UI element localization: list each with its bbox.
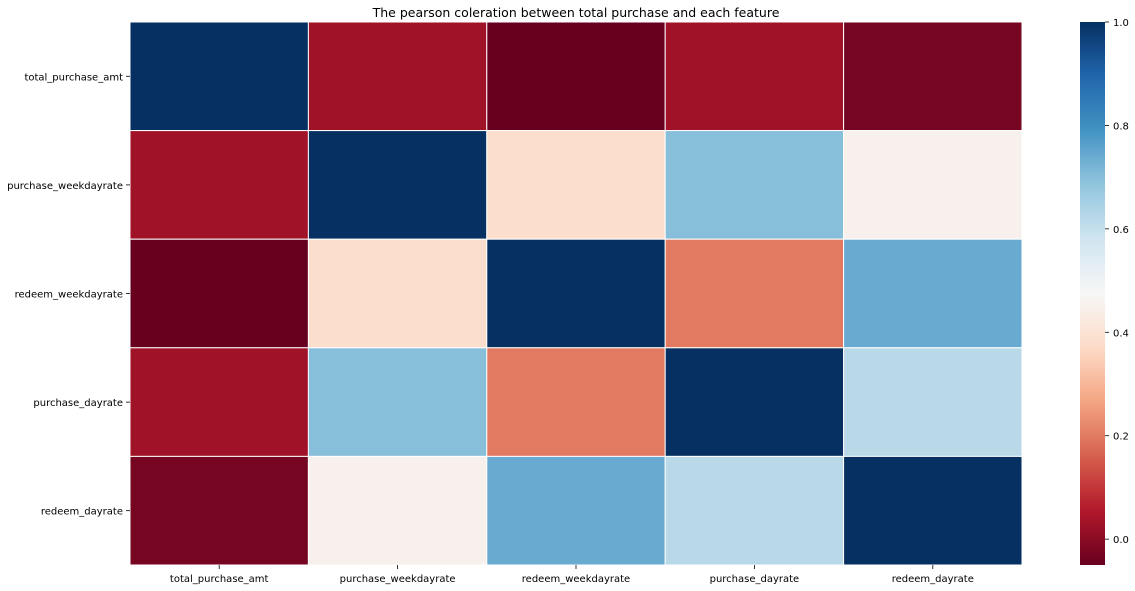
row-tick-label: purchase_dayrate: [33, 398, 123, 409]
row-tick-label: redeem_weekdayrate: [15, 290, 123, 301]
heatmap-cell-1-2: [486, 130, 666, 240]
heatmap-cell-2-1: [307, 238, 488, 349]
heatmap-cell-2-2: [486, 238, 666, 349]
column-tick-label: purchase_weekdayrate: [340, 574, 456, 585]
column-tick-label: redeem_weekdayrate: [522, 574, 630, 585]
chart-title: The pearson coleration between total pur…: [372, 5, 780, 20]
column-tick-label: redeem_dayrate: [892, 574, 974, 585]
colorbar-gradient: [1080, 22, 1105, 565]
column-tick-label: total_purchase_amt: [170, 574, 269, 585]
row-tick-label: redeem_dayrate: [41, 507, 123, 518]
colorbar-tick-label: 0.8: [1113, 121, 1129, 132]
column-labels: total_purchase_amt purchase_weekdayrate re…: [170, 565, 974, 585]
heatmap-cell-0-3: [664, 21, 845, 132]
heatmap-cell-4-2: [486, 455, 666, 566]
heatmap-cells: [129, 21, 1023, 566]
heatmap-cell-4-3: [664, 455, 845, 566]
heatmap-cell-3-4: [843, 347, 1023, 457]
heatmap-cell-1-1: [307, 130, 488, 240]
colorbar-tick-label: 0.4: [1113, 328, 1129, 339]
heatmap-cell-1-4: [843, 130, 1023, 240]
heatmap-cell-2-0: [129, 238, 309, 349]
colorbar-tick-label: 0.2: [1113, 432, 1129, 443]
heatmap-cell-1-0: [129, 130, 309, 240]
heatmap-cell-4-0: [129, 455, 309, 566]
colorbar-tick-label: 0.6: [1113, 225, 1129, 236]
colorbar-tick-label: 1.0: [1113, 18, 1129, 29]
heatmap-cell-3-3: [664, 347, 845, 457]
heatmap-cell-0-2: [486, 21, 666, 132]
row-tick-label: total_purchase_amt: [24, 72, 123, 83]
colorbar-tick-label: 0.0: [1113, 535, 1129, 546]
heatmap-cell-4-1: [307, 455, 488, 566]
heatmap-cell-3-2: [486, 347, 666, 457]
heatmap-cell-4-4: [843, 455, 1023, 566]
heatmap-cell-3-1: [307, 347, 488, 457]
heatmap-cell-2-3: [664, 238, 845, 349]
heatmap-cell-0-1: [307, 21, 488, 132]
heatmap-cell-3-0: [129, 347, 309, 457]
heatmap-cell-1-3: [664, 130, 845, 240]
colorbar: 0.0 0.2 0.4 0.6 0.8 1.0: [1080, 18, 1129, 565]
heatmap-cell-2-4: [843, 238, 1023, 349]
heatmap-cell-0-4: [843, 21, 1023, 132]
row-labels: total_purchase_amt purchase_weekdayratere…: [7, 72, 130, 518]
heatmap-cell-0-0: [129, 21, 309, 132]
row-tick-label: purchase_weekdayrate: [7, 181, 123, 192]
column-tick-label: purchase_dayrate: [710, 574, 800, 585]
